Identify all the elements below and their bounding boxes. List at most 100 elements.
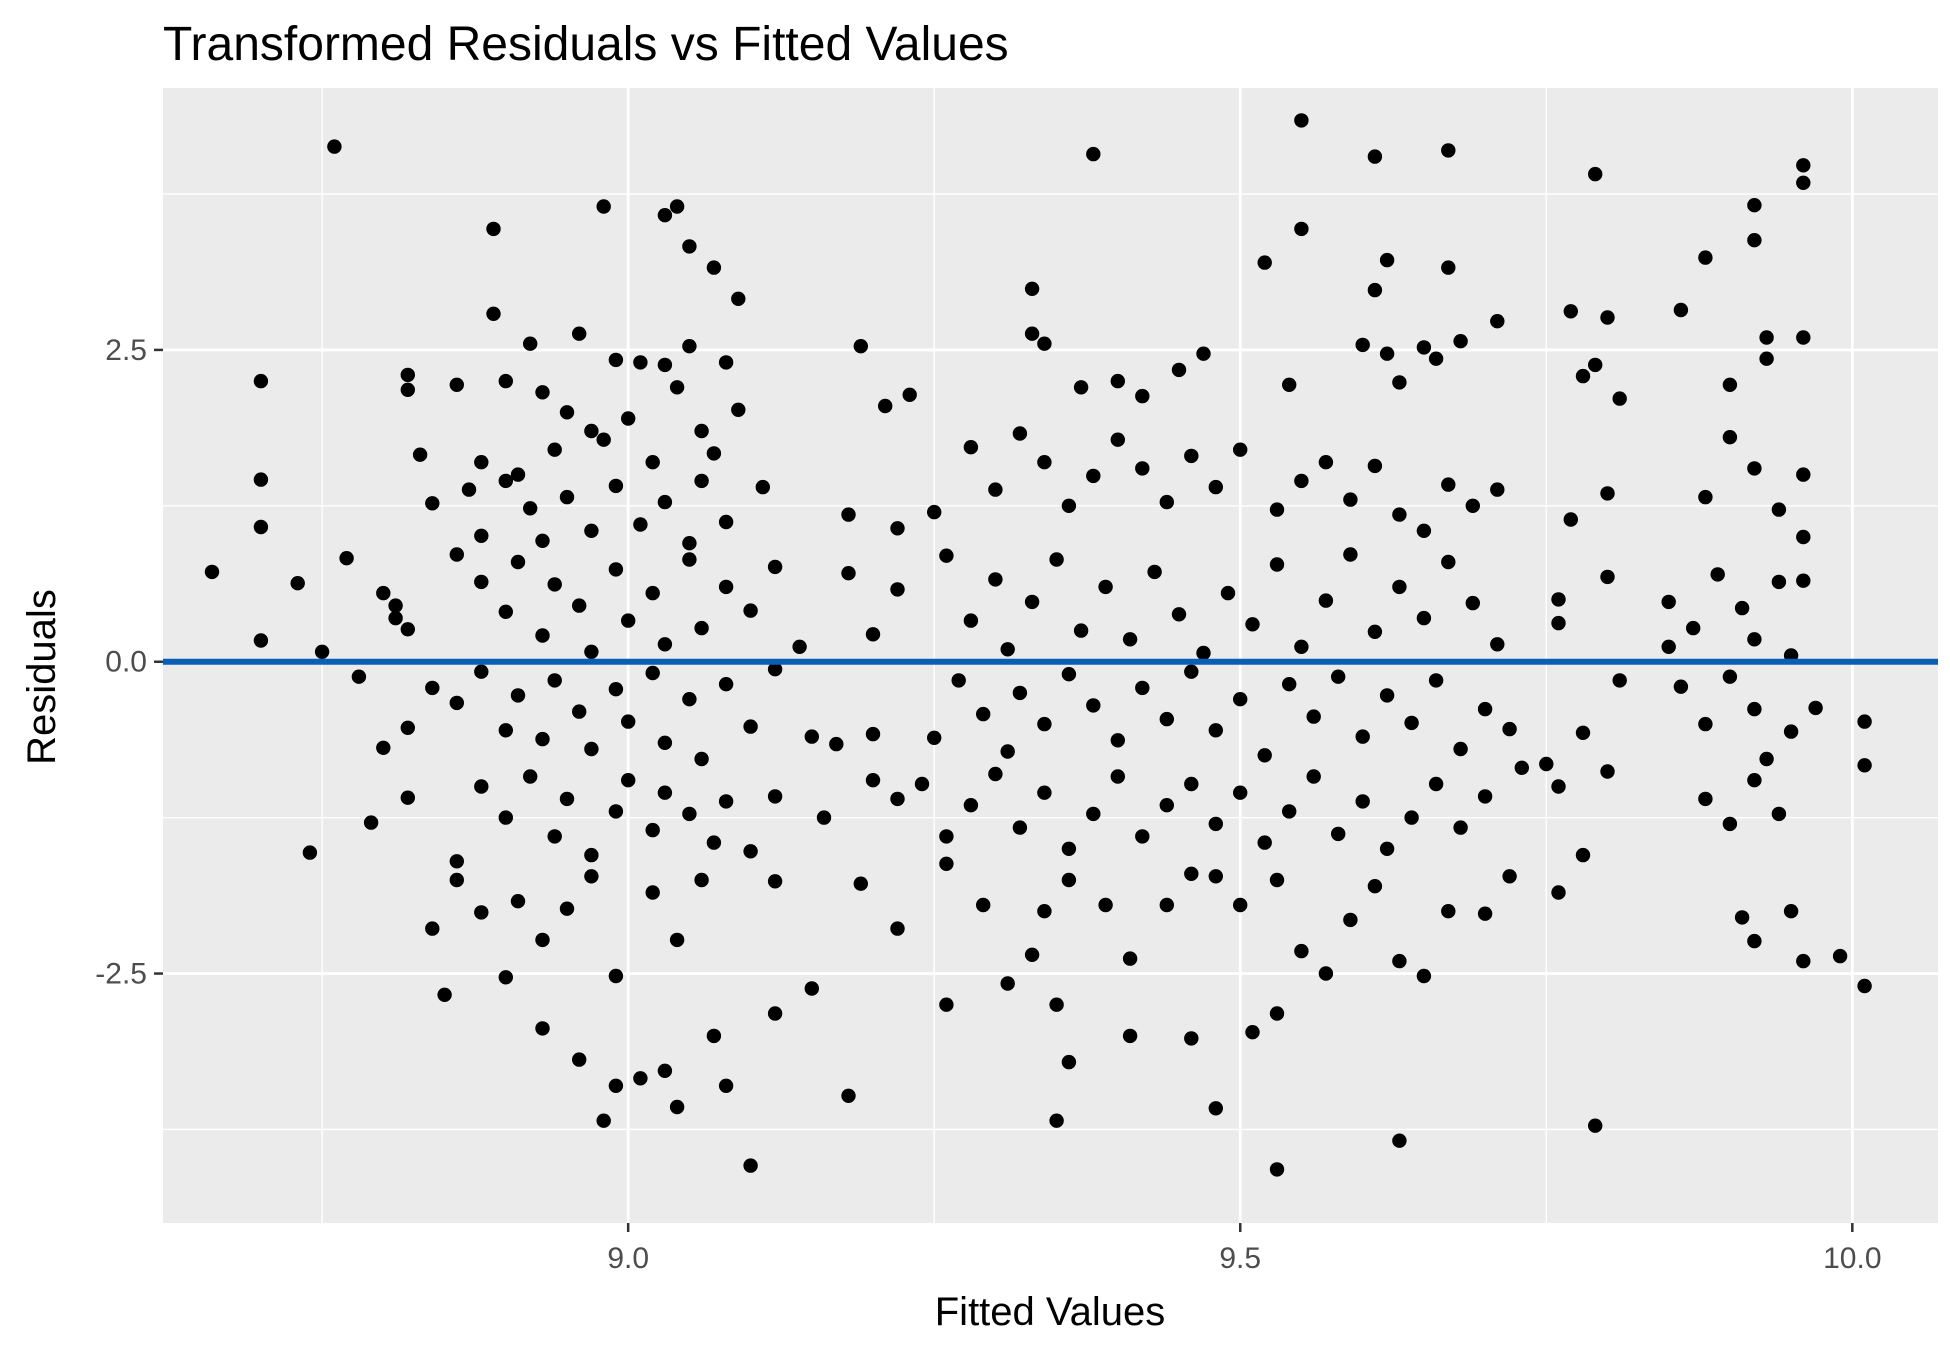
data-point [1184, 776, 1199, 792]
data-point [608, 682, 624, 697]
data-point [1367, 458, 1383, 474]
data-point [1392, 1133, 1407, 1148]
data-point [1551, 885, 1566, 900]
data-point [474, 905, 489, 920]
data-point [706, 446, 722, 461]
data-point [535, 731, 550, 747]
data-point [1110, 769, 1126, 784]
data-point [1428, 351, 1444, 366]
data-point [853, 876, 868, 891]
data-point [1233, 442, 1248, 457]
data-point [1318, 455, 1334, 470]
data-point [1135, 388, 1150, 404]
data-point [1575, 725, 1591, 740]
data-point [1465, 595, 1481, 611]
data-point [376, 585, 391, 601]
data-point [1796, 467, 1811, 482]
data-point [596, 199, 611, 214]
data-point [939, 856, 954, 871]
data-point [1110, 432, 1126, 447]
data-point [314, 644, 330, 659]
data-point [1073, 380, 1089, 395]
data-point [1184, 664, 1199, 679]
data-point [388, 598, 403, 613]
data-point [1514, 760, 1530, 775]
data-point [510, 554, 526, 570]
y-tick-label: 2.5 [105, 334, 147, 367]
data-point [682, 806, 697, 822]
data-point [1367, 624, 1383, 639]
data-point [1122, 951, 1138, 966]
data-point [1600, 569, 1615, 585]
data-point [1490, 637, 1505, 652]
data-point [853, 339, 868, 354]
data-point [1392, 375, 1407, 390]
data-point [1502, 721, 1517, 737]
y-tick-label: 0.0 [105, 646, 147, 679]
data-point [1563, 304, 1579, 319]
data-point [657, 785, 673, 800]
data-point [718, 355, 734, 370]
data-point [608, 1078, 624, 1094]
data-point [584, 523, 599, 538]
data-point [743, 719, 758, 734]
data-point [608, 804, 624, 819]
data-point [669, 380, 685, 395]
data-point [547, 442, 562, 457]
data-point [302, 845, 318, 860]
data-point [1343, 492, 1358, 507]
data-point [1294, 113, 1309, 128]
data-point [1747, 461, 1762, 476]
data-point [633, 355, 648, 370]
data-point [1220, 585, 1236, 601]
data-point [1783, 724, 1799, 739]
data-point [290, 576, 305, 591]
data-point [1061, 667, 1077, 682]
data-point [1600, 310, 1615, 325]
data-point [1832, 948, 1848, 964]
data-point [1367, 149, 1383, 164]
data-point [535, 628, 550, 643]
data-point [584, 644, 599, 659]
data-point [669, 199, 685, 214]
data-point [682, 536, 697, 551]
data-point [1318, 593, 1334, 608]
data-point [559, 489, 575, 505]
data-point [474, 779, 489, 794]
data-point [694, 473, 709, 489]
data-point [1747, 233, 1762, 248]
data-point [1098, 579, 1113, 595]
data-point [1037, 336, 1052, 351]
data-point [425, 496, 440, 511]
data-point [645, 885, 660, 900]
data-point [1086, 806, 1101, 822]
data-point [1331, 826, 1346, 842]
data-point [621, 773, 636, 788]
data-point [1282, 804, 1297, 819]
data-point [1796, 158, 1811, 173]
data-point [718, 579, 734, 595]
data-point [449, 695, 464, 711]
data-point [1428, 776, 1444, 792]
data-point [1392, 507, 1407, 522]
data-point [1539, 756, 1554, 772]
data-point [461, 482, 477, 497]
data-point [1453, 741, 1468, 757]
data-point [792, 639, 807, 654]
data-point [1196, 346, 1211, 361]
data-point [976, 897, 991, 913]
data-point [1392, 579, 1407, 595]
data-point [486, 306, 501, 321]
data-point [572, 704, 587, 719]
y-tick-label: -2.5 [95, 958, 147, 991]
data-point [1600, 486, 1615, 501]
data-point [878, 398, 893, 414]
data-point [841, 507, 856, 522]
data-point [1477, 701, 1493, 717]
data-point [1208, 1101, 1224, 1116]
data-point [1208, 723, 1224, 738]
data-point [1000, 976, 1015, 991]
data-point [425, 680, 440, 696]
data-point [1159, 798, 1175, 813]
data-point [1086, 468, 1101, 484]
